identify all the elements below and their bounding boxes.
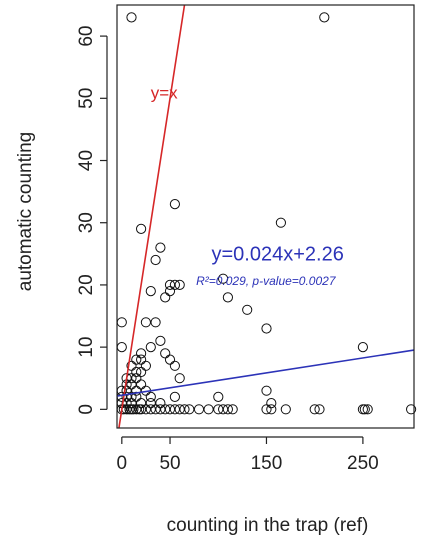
data-point (184, 404, 195, 415)
data-point (164, 279, 176, 290)
data-point (169, 279, 180, 290)
identity-line (118, 4, 186, 429)
data-point (227, 404, 238, 415)
data-point (140, 404, 151, 415)
data-point (164, 286, 176, 297)
data-point (128, 404, 139, 415)
data-point (160, 404, 171, 415)
data-point (362, 404, 373, 415)
data-point (222, 404, 233, 415)
axes-layer: 0 50 150 250 0 10 20 30 40 50 60 (76, 26, 379, 474)
data-point (280, 404, 291, 415)
data-point (169, 360, 180, 371)
x-tick-label: 250 (347, 453, 379, 474)
x-tick-label: 150 (251, 453, 283, 474)
data-point (266, 404, 277, 415)
data-point (261, 385, 272, 396)
data-point (116, 317, 127, 328)
data-point (160, 292, 171, 303)
data-point (222, 292, 233, 303)
data-point (136, 379, 147, 390)
data-point (164, 354, 176, 365)
data-point (145, 342, 156, 353)
data-point (150, 254, 161, 266)
data-point (179, 404, 190, 415)
data-point (136, 223, 147, 234)
data-point (155, 335, 166, 346)
data-point (174, 373, 185, 384)
data-point (242, 304, 253, 315)
regression-line (116, 349, 415, 397)
regression-equation-label: y=0.024x+2.26 (212, 244, 344, 266)
data-point (406, 404, 417, 415)
data-point (169, 391, 180, 402)
data-point (275, 217, 286, 228)
data-point (357, 342, 368, 353)
data-point (174, 279, 185, 290)
y-tick-label: 60 (76, 26, 97, 47)
x-axis-title: counting in the trap (ref) (167, 515, 369, 536)
data-point (145, 391, 156, 402)
data-point (150, 317, 161, 328)
data-point (314, 404, 325, 415)
y-tick-label: 10 (76, 337, 97, 358)
data-point (140, 360, 151, 371)
data-point (359, 404, 370, 415)
x-tick-label: 50 (159, 453, 180, 474)
identity-line-label: y=x (151, 83, 178, 102)
data-point (261, 323, 272, 334)
data-point (164, 404, 176, 415)
data-point (309, 404, 320, 415)
data-point (140, 317, 151, 328)
data-point (126, 12, 137, 23)
data-point (203, 404, 214, 415)
data-point (155, 242, 166, 253)
y-axis-title: automatic counting (15, 132, 36, 292)
data-point (136, 404, 147, 415)
data-points-layer (116, 12, 417, 415)
data-point (126, 391, 137, 402)
data-point (169, 199, 180, 210)
data-point (218, 273, 229, 284)
data-point (319, 12, 330, 23)
regression-stats-label: R²=0.029, p-value=0.0027 (196, 274, 337, 288)
y-tick-label: 50 (76, 88, 97, 109)
data-point (261, 404, 272, 415)
y-tick-label: 40 (76, 150, 97, 171)
data-point (193, 404, 205, 415)
data-point (116, 342, 127, 353)
data-point (160, 348, 171, 359)
y-tick-label: 0 (76, 404, 97, 415)
x-tick-label: 0 (117, 453, 128, 474)
data-point (213, 391, 224, 402)
plot-frame (116, 4, 415, 429)
y-tick-label: 20 (76, 274, 97, 295)
y-tick-label: 30 (76, 212, 97, 233)
data-point (145, 286, 156, 297)
